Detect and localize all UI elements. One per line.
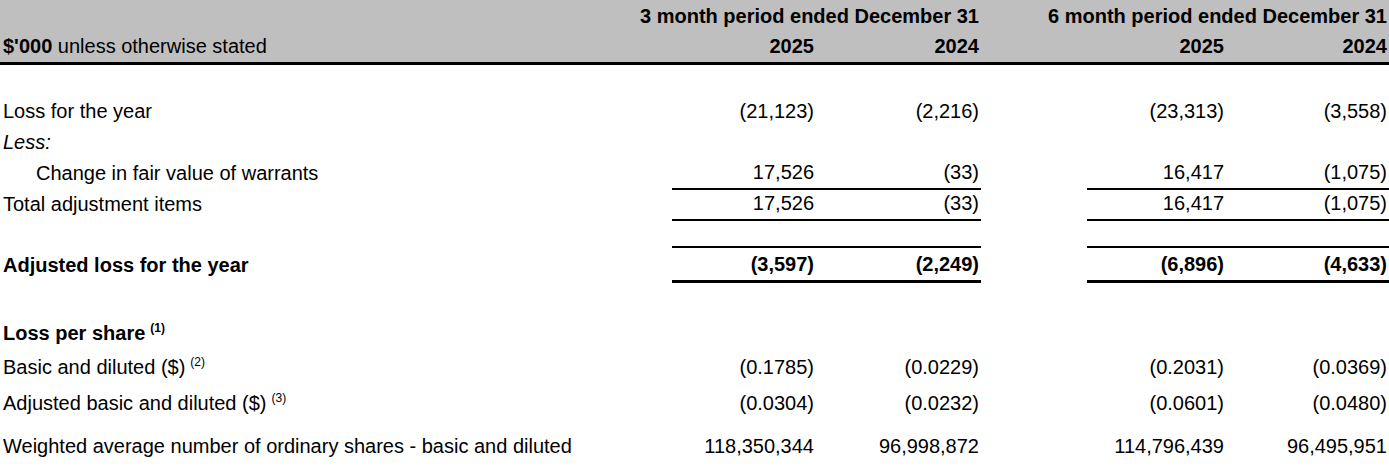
spacer-cell <box>0 281 1389 317</box>
value-6mo-2024: (3,558) <box>1226 95 1389 127</box>
row-label: Loss per share (1) <box>0 317 672 349</box>
column-gap <box>981 383 1087 419</box>
unit-note-currency: $'000 <box>3 35 52 57</box>
row-weighted-average-shares: Weighted average number of ordinary shar… <box>0 419 1389 470</box>
row-label-text: Basic and diluted ($) <box>3 356 185 378</box>
column-gap <box>981 95 1087 127</box>
value-3mo-2024 <box>816 127 981 158</box>
value-6mo-2025: 16,417 <box>1087 158 1226 189</box>
row-total-adjustment-items: Total adjustment items 17,526 (33) 16,41… <box>0 189 1389 220</box>
value-6mo-2024 <box>1226 127 1389 158</box>
footnote-marker-3: (3) <box>272 391 287 405</box>
value-6mo-2024: (4,633) <box>1226 247 1389 281</box>
spacer-cell <box>0 63 1389 95</box>
column-gap <box>981 127 1087 158</box>
value-6mo-2024 <box>1226 317 1389 349</box>
column-gap <box>981 317 1087 349</box>
value-3mo-2025: 17,526 <box>672 158 816 189</box>
value-6mo-2024: (0.0369) <box>1226 349 1389 383</box>
value-3mo-2025: (0.1785) <box>672 349 816 383</box>
row-label: Basic and diluted ($) (2) <box>0 349 672 383</box>
value-6mo-2025 <box>1087 127 1226 158</box>
header-row-periods: 3 month period ended December 31 6 month… <box>0 0 1389 32</box>
column-gap <box>981 189 1087 220</box>
row-label-text: Adjusted basic and diluted ($) <box>3 392 267 414</box>
value-6mo-2024: 96,495,951 <box>1226 419 1389 470</box>
value-3mo-2024: (0.0229) <box>816 349 981 383</box>
row-change-in-fair-value-of-warrants: Change in fair value of warrants 17,526 … <box>0 158 1389 189</box>
column-gap <box>981 349 1087 383</box>
value-6mo-2025 <box>1087 317 1226 349</box>
value-3mo-2025: 17,526 <box>672 189 816 220</box>
unit-note-text: unless otherwise stated <box>58 35 267 57</box>
value-6mo-2025: (0.2031) <box>1087 349 1226 383</box>
value-3mo-2025: (0.0304) <box>672 383 816 419</box>
column-gap <box>981 32 1087 63</box>
header-row-years: $'000 unless otherwise stated 2025 2024 … <box>0 32 1389 63</box>
value-6mo-2024: (1,075) <box>1226 158 1389 189</box>
row-loss-for-the-year: Loss for the year (21,123) (2,216) (23,3… <box>0 95 1389 127</box>
value-3mo-2025: (3,597) <box>672 247 816 281</box>
column-gap <box>981 247 1087 281</box>
unit-note: $'000 unless otherwise stated <box>0 32 672 63</box>
value-6mo-2024: (0.0480) <box>1226 383 1389 419</box>
value-3mo-2024: (33) <box>816 189 981 220</box>
row-adjusted-loss-for-the-year: Adjusted loss for the year (3,597) (2,24… <box>0 247 1389 281</box>
footnote-marker-1: (1) <box>150 321 165 335</box>
value-3mo-2024 <box>816 317 981 349</box>
row-label: Less: <box>0 127 672 158</box>
row-label: Adjusted basic and diluted ($) (3) <box>0 383 672 419</box>
row-basic-and-diluted: Basic and diluted ($) (2) (0.1785) (0.022… <box>0 349 1389 383</box>
value-3mo-2025: (21,123) <box>672 95 816 127</box>
footnote-marker-2: (2) <box>190 355 205 369</box>
row-label: Weighted average number of ordinary shar… <box>0 419 672 470</box>
row-label: Total adjustment items <box>0 189 672 220</box>
row-less: Less: <box>0 127 1389 158</box>
spacer-row <box>0 63 1389 95</box>
spacer-cell <box>0 220 1389 247</box>
spacer-row <box>0 281 1389 317</box>
value-6mo-2024: (1,075) <box>1226 189 1389 220</box>
value-3mo-2024: 96,998,872 <box>816 419 981 470</box>
header-3-month-period: 3 month period ended December 31 <box>0 0 981 32</box>
row-label-text: Loss per share <box>3 322 145 344</box>
value-3mo-2024: (2,249) <box>816 247 981 281</box>
row-label: Loss for the year <box>0 95 672 127</box>
financial-statement-sheet: 3 month period ended December 31 6 month… <box>0 0 1389 470</box>
value-6mo-2025: (23,313) <box>1087 95 1226 127</box>
year-3mo-2025: 2025 <box>672 32 816 63</box>
header-6-month-period: 6 month period ended December 31 <box>981 0 1389 32</box>
year-3mo-2024: 2024 <box>816 32 981 63</box>
column-gap <box>981 158 1087 189</box>
year-6mo-2024: 2024 <box>1226 32 1389 63</box>
value-6mo-2025: (0.0601) <box>1087 383 1226 419</box>
value-3mo-2024: (0.0232) <box>816 383 981 419</box>
value-3mo-2024: (33) <box>816 158 981 189</box>
value-6mo-2025: (6,896) <box>1087 247 1226 281</box>
loss-per-share-table: 3 month period ended December 31 6 month… <box>0 0 1389 470</box>
column-gap <box>981 419 1087 470</box>
value-3mo-2025: 118,350,344 <box>672 419 816 470</box>
year-6mo-2025: 2025 <box>1087 32 1226 63</box>
row-label: Change in fair value of warrants <box>0 158 672 189</box>
value-6mo-2025: 16,417 <box>1087 189 1226 220</box>
row-loss-per-share: Loss per share (1) <box>0 317 1389 349</box>
row-adjusted-basic-and-diluted: Adjusted basic and diluted ($) (3) (0.030… <box>0 383 1389 419</box>
row-label: Adjusted loss for the year <box>0 247 672 281</box>
value-3mo-2025 <box>672 127 816 158</box>
value-6mo-2025: 114,796,439 <box>1087 419 1226 470</box>
spacer-row <box>0 220 1389 247</box>
value-3mo-2025 <box>672 317 816 349</box>
value-3mo-2024: (2,216) <box>816 95 981 127</box>
